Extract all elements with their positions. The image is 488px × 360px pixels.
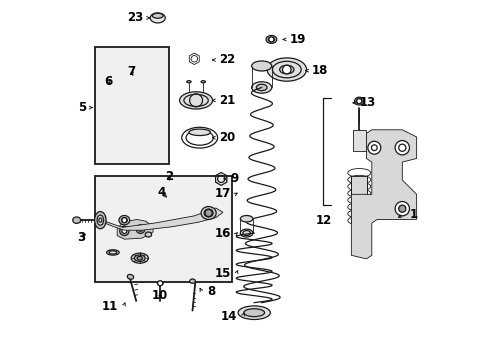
Text: 20: 20 [218, 131, 234, 144]
Circle shape [136, 225, 144, 233]
Ellipse shape [279, 65, 293, 74]
Text: 22: 22 [218, 53, 234, 66]
Text: 8: 8 [206, 285, 215, 298]
Polygon shape [351, 130, 416, 259]
Ellipse shape [97, 215, 103, 225]
Text: 5: 5 [78, 101, 86, 114]
Bar [351, 176, 366, 223]
Ellipse shape [256, 84, 266, 91]
Text: 21: 21 [218, 94, 234, 107]
Ellipse shape [73, 217, 81, 224]
Circle shape [122, 218, 126, 223]
Ellipse shape [189, 279, 195, 283]
Circle shape [356, 99, 361, 104]
Text: 3: 3 [77, 231, 85, 244]
Ellipse shape [265, 36, 276, 43]
Ellipse shape [251, 61, 271, 71]
Text: 17: 17 [214, 187, 230, 200]
Ellipse shape [266, 58, 306, 81]
Ellipse shape [137, 256, 142, 260]
Text: 23: 23 [127, 12, 143, 24]
Polygon shape [117, 220, 153, 239]
Text: 1: 1 [408, 208, 417, 221]
Text: 15: 15 [214, 267, 230, 280]
Text: 6: 6 [104, 75, 112, 88]
Ellipse shape [354, 97, 363, 105]
Circle shape [282, 65, 290, 74]
Circle shape [138, 227, 142, 231]
Text: 19: 19 [289, 33, 305, 46]
Circle shape [158, 281, 163, 286]
Ellipse shape [179, 92, 212, 109]
Text: 12: 12 [315, 214, 331, 227]
Ellipse shape [267, 37, 274, 42]
Ellipse shape [201, 207, 216, 220]
Ellipse shape [134, 255, 145, 261]
Ellipse shape [251, 82, 271, 93]
Ellipse shape [119, 216, 129, 225]
Ellipse shape [127, 274, 133, 279]
Circle shape [268, 37, 273, 42]
Bar [94, 47, 169, 164]
Text: 7: 7 [127, 65, 135, 78]
Ellipse shape [152, 13, 163, 18]
Circle shape [394, 140, 408, 155]
Circle shape [120, 226, 129, 235]
Circle shape [204, 210, 212, 217]
Circle shape [398, 205, 405, 212]
Bar [94, 176, 231, 282]
Text: 16: 16 [214, 227, 230, 240]
Text: 11: 11 [102, 300, 118, 313]
Text: 4: 4 [158, 186, 166, 199]
Ellipse shape [356, 99, 362, 104]
Polygon shape [99, 208, 223, 230]
Ellipse shape [106, 250, 119, 255]
Bar [352, 130, 365, 151]
Text: 9: 9 [230, 172, 238, 185]
Text: 14: 14 [221, 310, 237, 323]
Text: 13: 13 [359, 96, 375, 109]
Text: 2: 2 [165, 170, 173, 183]
Ellipse shape [240, 216, 252, 222]
Ellipse shape [238, 306, 270, 319]
Circle shape [122, 228, 126, 233]
Ellipse shape [203, 209, 213, 217]
Ellipse shape [244, 309, 264, 317]
Text: 10: 10 [152, 289, 168, 302]
Ellipse shape [121, 218, 127, 223]
Ellipse shape [188, 129, 210, 135]
Ellipse shape [131, 253, 148, 263]
Text: 18: 18 [311, 64, 327, 77]
Ellipse shape [94, 212, 106, 229]
Ellipse shape [150, 13, 165, 23]
Circle shape [367, 141, 380, 154]
Ellipse shape [145, 232, 151, 237]
Circle shape [394, 202, 408, 216]
Ellipse shape [240, 229, 252, 237]
Ellipse shape [201, 81, 205, 83]
Ellipse shape [157, 281, 163, 285]
Ellipse shape [186, 81, 191, 83]
